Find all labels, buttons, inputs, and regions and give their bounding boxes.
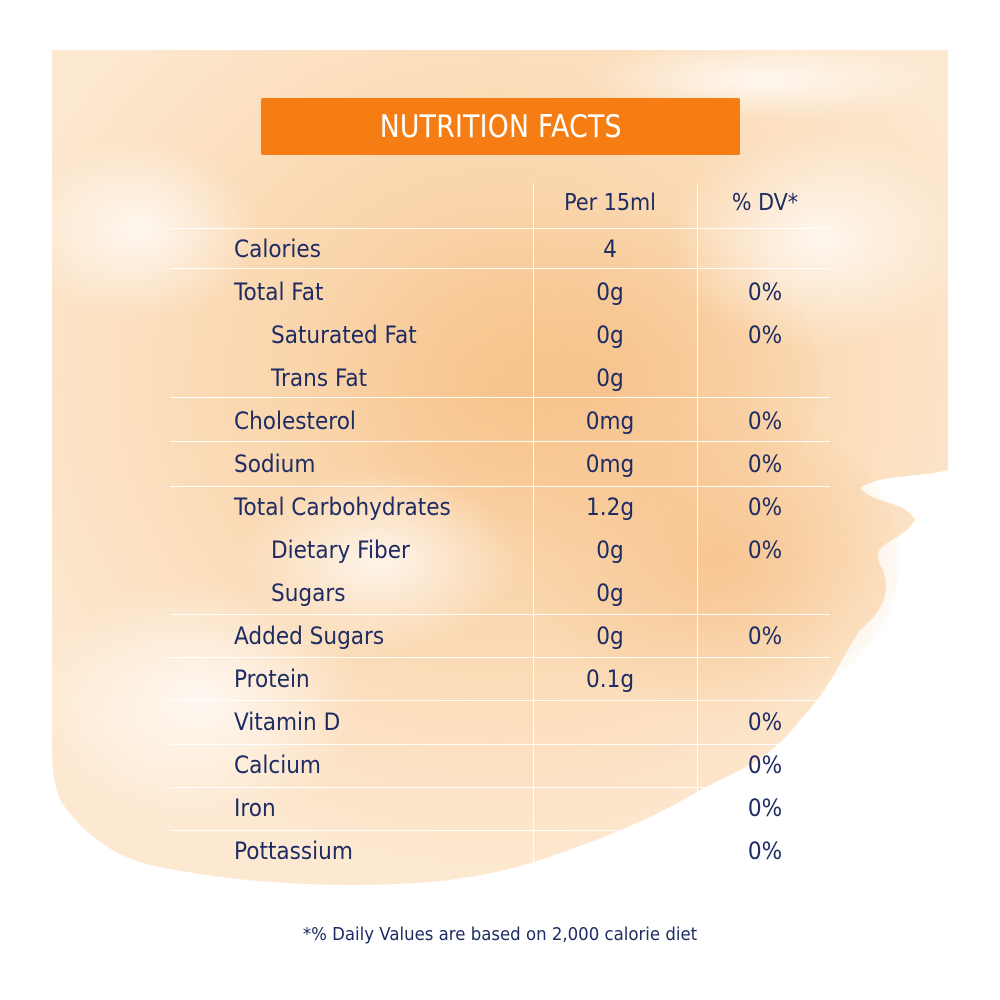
row-divider [170, 830, 830, 831]
nutrient-name: Pottassium [234, 837, 353, 865]
nutrient-name: Sugars [271, 579, 346, 607]
nutrient-daily-value: 0% [747, 493, 783, 521]
nutrient-amount: 4 [603, 235, 617, 263]
nutrient-daily-value: 0% [747, 622, 783, 650]
nutrient-name: Total Carbohydrates [234, 493, 451, 521]
nutrient-row-trans-fat: Trans Fat 0g [170, 357, 830, 400]
nutrient-name: Added Sugars [234, 622, 385, 650]
nutrient-amount: 1.2g [585, 493, 635, 521]
nutrient-daily-value [707, 572, 824, 615]
nutrient-daily-value [707, 228, 824, 271]
nutrient-name: Vitamin D [234, 708, 341, 736]
row-divider [170, 614, 830, 615]
nutrient-daily-value: 0% [747, 751, 783, 779]
nutrient-row-potassium: Pottassium 0% [170, 830, 830, 873]
column-divider [533, 183, 534, 863]
title-banner: NUTRITION FACTS [261, 98, 740, 155]
row-divider [170, 657, 830, 658]
nutrient-daily-value: 0% [747, 450, 783, 478]
nutrient-amount: 0g [596, 278, 624, 306]
nutrient-amount [547, 701, 673, 744]
nutrient-row-protein: Protein 0.1g [170, 658, 830, 701]
nutrient-name: Saturated Fat [271, 321, 417, 349]
nutrient-name: Protein [234, 665, 310, 693]
nutrient-amount: 0g [596, 536, 624, 564]
nutrient-name: Iron [234, 794, 276, 822]
nutrient-name: Dietary Fiber [271, 536, 410, 564]
nutrient-row-sodium: Sodium 0mg 0% [170, 443, 830, 486]
nutrient-row-vitamin-d: Vitamin D 0% [170, 701, 830, 744]
nutrient-row-saturated-fat: Saturated Fat 0g 0% [170, 314, 830, 357]
page-title: NUTRITION FACTS [379, 108, 622, 145]
nutrient-amount [547, 787, 673, 830]
nutrient-name: Calories [234, 235, 321, 263]
column-divider [697, 183, 698, 863]
nutrient-daily-value: 0% [747, 321, 783, 349]
column-header-per-serving: Per 15ml [564, 190, 656, 216]
nutrient-amount: 0.1g [585, 665, 635, 693]
column-header-daily-value: % DV* [731, 190, 799, 216]
nutrient-row-dietary-fiber: Dietary Fiber 0g 0% [170, 529, 830, 572]
nutrient-row-total-fat: Total Fat 0g 0% [170, 271, 830, 314]
nutrient-amount: 0g [596, 321, 624, 349]
nutrient-name: Total Fat [234, 278, 324, 306]
nutrient-row-calcium: Calcium 0% [170, 744, 830, 787]
nutrient-daily-value: 0% [747, 708, 783, 736]
nutrient-name: Calcium [234, 751, 321, 779]
nutrient-row-total-carbohydrates: Total Carbohydrates 1.2g 0% [170, 486, 830, 529]
row-divider [170, 787, 830, 788]
nutrient-row-calories: Calories 4 [170, 228, 830, 271]
nutrient-amount: 0mg [585, 450, 635, 478]
nutrient-amount [547, 830, 673, 873]
row-divider [170, 441, 830, 442]
nutrient-daily-value: 0% [747, 837, 783, 865]
row-divider [170, 700, 830, 701]
row-divider [170, 744, 830, 745]
nutrient-amount: 0mg [585, 407, 635, 435]
nutrient-name: Sodium [234, 450, 316, 478]
footnote: *% Daily Values are based on 2,000 calor… [302, 924, 698, 945]
nutrient-name: Cholesterol [234, 407, 356, 435]
nutrient-amount: 0g [596, 622, 624, 650]
row-divider [170, 397, 830, 398]
nutrient-row-iron: Iron 0% [170, 787, 830, 830]
row-divider [170, 486, 830, 487]
nutrient-daily-value: 0% [747, 794, 783, 822]
nutrient-amount [547, 744, 673, 787]
nutrient-amount: 0g [596, 579, 624, 607]
nutrient-daily-value: 0% [747, 278, 783, 306]
nutrient-daily-value [707, 357, 824, 400]
row-divider [170, 228, 830, 229]
nutrient-daily-value: 0% [747, 407, 783, 435]
nutrient-row-added-sugars: Added Sugars 0g 0% [170, 615, 830, 658]
nutrient-row-cholesterol: Cholesterol 0mg 0% [170, 400, 830, 443]
nutrient-daily-value [707, 658, 824, 701]
nutrient-daily-value: 0% [747, 536, 783, 564]
nutrient-amount: 0g [596, 364, 624, 392]
nutrient-row-sugars: Sugars 0g [170, 572, 830, 615]
row-divider [170, 268, 830, 269]
nutrient-name: Trans Fat [271, 364, 368, 392]
